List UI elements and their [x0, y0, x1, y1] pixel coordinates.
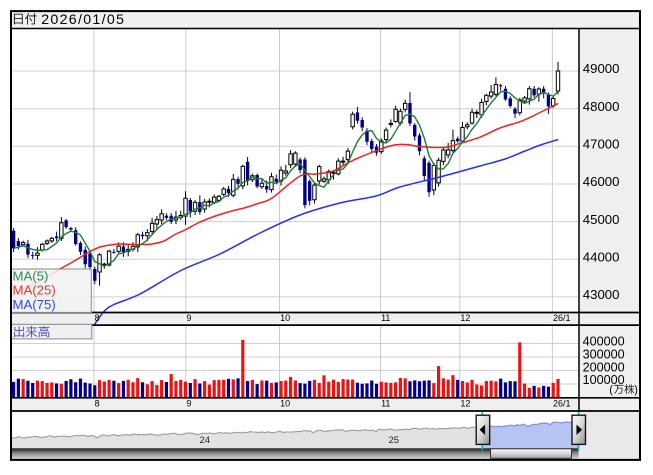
- svg-text:2026/01/05: 2026/01/05: [41, 12, 125, 28]
- svg-text:11: 11: [381, 313, 390, 323]
- svg-text:9: 9: [186, 313, 191, 323]
- svg-text:12: 12: [460, 398, 470, 408]
- svg-text:26/1: 26/1: [553, 313, 571, 323]
- svg-text:24: 24: [200, 435, 211, 446]
- svg-text:100000: 100000: [583, 373, 625, 387]
- svg-text:10: 10: [280, 398, 290, 408]
- svg-text:49000: 49000: [583, 61, 620, 76]
- svg-text:26/1: 26/1: [553, 398, 571, 408]
- svg-text:10: 10: [280, 313, 290, 323]
- svg-text:MA(5): MA(5): [13, 268, 49, 283]
- svg-text:200000: 200000: [583, 360, 625, 374]
- svg-text:(: (: [609, 384, 613, 396]
- svg-text:12: 12: [460, 313, 470, 323]
- svg-text:400000: 400000: [583, 335, 625, 349]
- svg-text:46000: 46000: [583, 174, 620, 189]
- svg-text:48000: 48000: [583, 99, 620, 114]
- svg-text:8: 8: [95, 398, 100, 408]
- svg-text:MA(75): MA(75): [13, 297, 56, 312]
- svg-text:9: 9: [186, 398, 191, 408]
- svg-text:44000: 44000: [583, 249, 620, 264]
- svg-text:45000: 45000: [583, 212, 620, 227]
- svg-text:47000: 47000: [583, 137, 620, 152]
- svg-text:): ): [634, 384, 638, 396]
- svg-text:11: 11: [381, 398, 390, 408]
- svg-text:MA(25): MA(25): [13, 283, 56, 298]
- svg-text:43000: 43000: [583, 287, 620, 302]
- svg-text:8: 8: [95, 313, 100, 323]
- svg-text:25: 25: [389, 435, 400, 446]
- svg-text:300000: 300000: [583, 348, 625, 362]
